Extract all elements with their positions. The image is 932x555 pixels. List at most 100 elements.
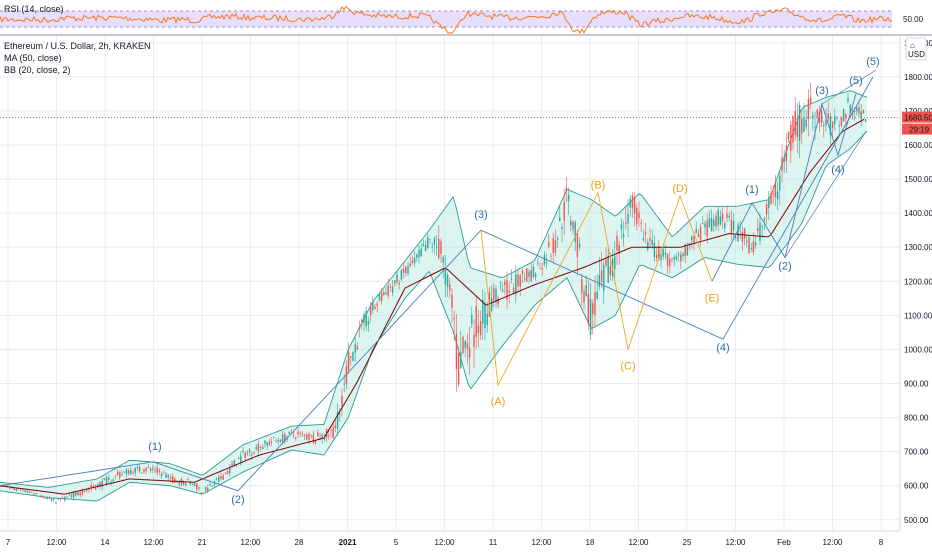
candle-body — [336, 411, 339, 429]
candle-body — [178, 481, 180, 485]
candle-body — [477, 325, 480, 333]
candle-body — [556, 238, 559, 240]
candle-body — [752, 241, 755, 253]
candle-body — [224, 473, 227, 475]
candle-body — [193, 483, 196, 487]
candle-body — [310, 434, 312, 436]
candle-body — [559, 217, 561, 222]
candle-body — [732, 220, 735, 231]
candle-body — [259, 446, 262, 448]
candle-body — [757, 228, 759, 232]
candle-body — [387, 285, 389, 296]
candle-body — [688, 243, 691, 245]
candle-body — [279, 439, 282, 442]
wave-label-subwave: (5) — [849, 75, 862, 87]
candle-body — [761, 226, 763, 228]
y-tick-label: 700.00 — [904, 448, 929, 457]
candle-body — [594, 292, 596, 316]
candle-body — [149, 468, 152, 471]
candle-body — [636, 207, 638, 224]
candle-body — [204, 487, 207, 491]
candle-body — [167, 474, 169, 478]
candle-body — [620, 224, 623, 230]
wave-label-subwave: (3) — [815, 85, 828, 97]
candle-body — [770, 193, 772, 205]
candle-body — [339, 413, 341, 415]
candle-body — [77, 492, 79, 496]
candle-body — [121, 474, 123, 475]
rsi-legend: RSI (14, close) — [4, 4, 64, 14]
bollinger-bands — [0, 90, 868, 502]
candle-body — [189, 481, 191, 484]
candle-body — [721, 213, 724, 222]
currency-box — [905, 37, 927, 61]
y-tick-label: 1200.00 — [904, 277, 932, 286]
candle-body — [125, 469, 128, 475]
candle-body — [528, 271, 530, 277]
x-tick-label: 8 — [879, 538, 884, 547]
candle-body — [545, 262, 548, 264]
candle-body — [231, 463, 233, 466]
candle-body — [607, 255, 609, 284]
candle-body — [389, 286, 392, 288]
candle-body — [369, 306, 372, 316]
candle-body — [583, 291, 585, 303]
candle-body — [473, 334, 475, 348]
candle-body — [552, 237, 554, 254]
candle-body — [820, 110, 823, 123]
candle-body — [143, 469, 145, 473]
candle-body — [708, 218, 711, 228]
symbol-title[interactable]: Ethereum / U.S. Dollar, 2h, KRAKEN — [4, 41, 151, 51]
candle-body — [292, 434, 295, 436]
candle-body — [53, 498, 55, 500]
candle-body — [702, 223, 704, 225]
wave-label-blue: (4) — [716, 342, 729, 354]
wave-label-subwave: (2) — [778, 260, 791, 272]
candle-body — [81, 489, 84, 495]
candle-body — [763, 218, 766, 221]
candle-body — [33, 493, 35, 495]
candle-body — [328, 434, 330, 436]
candle-body — [429, 238, 431, 240]
candle-body — [361, 319, 363, 322]
candle-body — [823, 124, 825, 126]
candle-body — [306, 434, 308, 440]
candle-body — [644, 232, 647, 235]
candle-body — [862, 110, 865, 113]
candle-body — [198, 487, 200, 489]
candle-body — [416, 254, 418, 258]
candle-body — [765, 204, 768, 215]
candle-body — [581, 278, 583, 293]
candle-body — [160, 473, 163, 476]
candle-body — [152, 468, 154, 470]
candle-body — [422, 244, 425, 247]
currency-label: USD — [908, 50, 925, 59]
candle-body — [614, 256, 616, 270]
candle-body — [816, 109, 818, 117]
candle-body — [440, 241, 442, 254]
candle-body — [589, 299, 592, 335]
x-tick-label: 12:00 — [725, 538, 746, 547]
candle-body — [220, 475, 222, 479]
bb-legend[interactable]: BB (20, close, 2) — [4, 65, 71, 75]
candle-body — [680, 254, 682, 262]
candle-body — [72, 492, 75, 498]
candle-body — [504, 281, 506, 286]
candle-body — [262, 447, 264, 450]
candle-body — [141, 472, 143, 474]
candle-body — [567, 195, 570, 202]
candle-body — [625, 222, 627, 224]
price-grid — [0, 36, 900, 530]
candle-body — [603, 264, 605, 292]
x-tick-label: 28 — [295, 538, 304, 547]
x-axis[interactable]: 7 12:00 14 12:00 21 12:00 28 2021 5 12:00 11 12:00 1… — [6, 538, 884, 547]
candle-body — [651, 240, 653, 245]
candle-body — [182, 480, 185, 485]
candle-body — [343, 383, 345, 385]
rsi-line — [0, 5, 893, 34]
candle-body — [35, 493, 37, 495]
bb-fill — [0, 90, 867, 501]
ma-legend[interactable]: MA (50, close) — [4, 53, 62, 63]
